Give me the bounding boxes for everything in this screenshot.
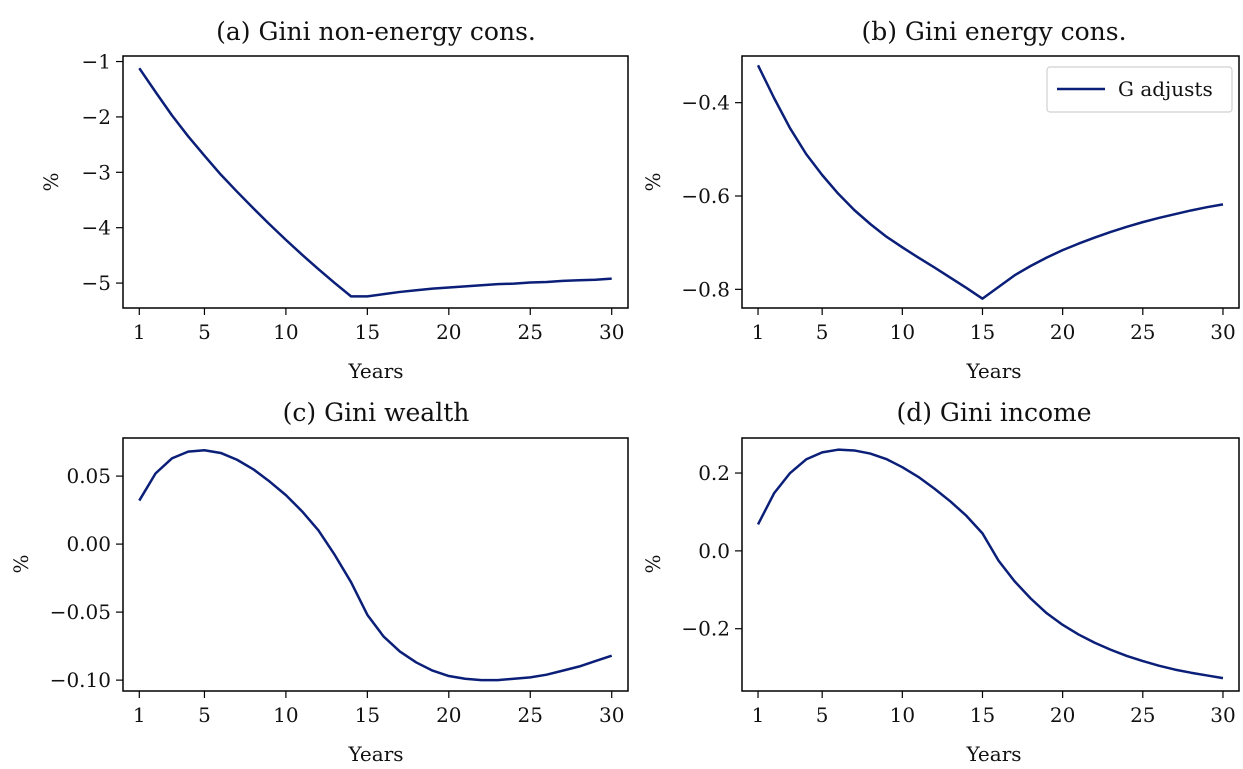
panel-d-y-tick-label: 0.0	[698, 539, 730, 563]
panel-b-y-tick-label: −0.4	[681, 91, 730, 115]
panel-a-y-tick-label: −2	[82, 105, 111, 129]
panel-b-series-line	[756, 64, 1224, 300]
panel-a-x-tick-label: 5	[198, 320, 211, 344]
panel-b-x-tick-label: 15	[970, 320, 995, 344]
legend-label-g-adjusts: G adjusts	[1118, 77, 1213, 101]
panel-b-x-axis: 1 5 10 15 20 25 30	[752, 308, 1236, 344]
panel-c-x-tick-label: 10	[273, 703, 298, 727]
panel-a-frame	[122, 55, 629, 309]
panel-d-y-tick-label: 0.2	[698, 461, 730, 485]
panel-a-x-axis: 1 5 10 15 20 25 30	[133, 308, 624, 344]
panel-a-x-tick-label: 20	[436, 320, 461, 344]
panel-a-y-tick-label: −3	[82, 160, 111, 184]
panel-d-title: (d) Gini income	[896, 398, 1091, 427]
panel-b: (b) Gini energy cons. 1 5 10 15 20 25 30 −0.4−…	[641, 17, 1240, 383]
panel-c-title: (c) Gini wealth	[283, 398, 470, 427]
panel-c-y-tick-label: −0.10	[50, 668, 111, 692]
panel-d-x-tick-label: 10	[890, 703, 915, 727]
panel-b-y-axis: −0.4 −0.6 −0.8	[681, 91, 742, 301]
panel-d-series-line	[756, 448, 1224, 680]
panel-d-frame	[741, 437, 1240, 692]
panel-b-frame	[741, 55, 1240, 309]
panel-a-y-axis-label: %	[39, 172, 63, 191]
panel-a-x-tick-label: 10	[273, 320, 298, 344]
panel-c-y-tick-label: −0.05	[50, 600, 111, 624]
panel-a-title: (a) Gini non-energy cons.	[216, 17, 536, 46]
panel-a-y-tick-label: −1	[82, 50, 111, 74]
panel-d-y-tick-label: −0.2	[681, 617, 730, 641]
panel-c-x-tick-label: 20	[436, 703, 461, 727]
legend: G adjusts	[1046, 66, 1233, 113]
panel-a-x-tick-label: 25	[518, 320, 543, 344]
panel-c-x-tick-label: 15	[355, 703, 380, 727]
panel-b-y-tick-label: −0.8	[681, 277, 730, 301]
panel-c-x-axis-label: Years	[347, 742, 403, 766]
panel-d-x-axis: 1 5 10 15 20 25 30	[752, 691, 1236, 727]
panel-c-x-tick-label: 5	[198, 703, 211, 727]
panel-d: (d) Gini income 1 5 10 15 20 25 30 0.20.0−0.2 …	[641, 398, 1240, 766]
panel-a-y-tick-label: −4	[82, 216, 111, 240]
panel-a-x-tick-label: 1	[133, 320, 146, 344]
panel-c-frame	[122, 437, 629, 692]
panel-a-x-tick-label: 30	[599, 320, 624, 344]
panel-d-x-tick-label: 30	[1210, 703, 1235, 727]
panel-d-x-tick-label: 25	[1130, 703, 1155, 727]
panel-a-series-line	[138, 67, 612, 298]
panel-c-x-tick-label: 25	[518, 703, 543, 727]
panel-d-x-tick-label: 1	[752, 703, 765, 727]
panel-b-y-tick-label: −0.6	[681, 184, 730, 208]
panel-a-y-tick-label: −5	[82, 271, 111, 295]
panel-a: (a) Gini non-energy cons. 1 5 10 15 20 25 30 −…	[39, 17, 629, 383]
panel-b-x-tick-label: 10	[890, 320, 915, 344]
panel-d-x-tick-label: 5	[816, 703, 829, 727]
panel-c-y-tick-label: 0.00	[66, 532, 111, 556]
panel-a-x-axis-label: Years	[347, 359, 403, 383]
panel-b-x-tick-label: 1	[752, 320, 765, 344]
panel-c-x-tick-label: 1	[133, 703, 146, 727]
panel-b-title: (b) Gini energy cons.	[861, 17, 1126, 46]
panel-c-x-tick-label: 30	[599, 703, 624, 727]
legend-box	[1046, 66, 1233, 113]
panel-d-y-axis-label: %	[641, 554, 665, 573]
panel-c: (c) Gini wealth 1 5 10 15 20 25 30 0.050.00−0.…	[9, 398, 629, 766]
panel-b-y-axis-label: %	[641, 172, 665, 191]
panel-b-x-axis-label: Years	[965, 359, 1021, 383]
panel-c-y-axis-label: %	[9, 554, 33, 573]
panel-b-x-tick-label: 5	[816, 320, 829, 344]
panel-b-x-tick-label: 30	[1210, 320, 1235, 344]
panel-c-series-line	[138, 448, 613, 682]
panel-c-y-tick-label: 0.05	[66, 464, 111, 488]
panel-d-y-axis: 0.2 0.0 −0.2	[681, 461, 742, 641]
panel-b-x-tick-label: 25	[1130, 320, 1155, 344]
panel-d-x-axis-label: Years	[965, 742, 1021, 766]
panel-d-x-tick-label: 20	[1050, 703, 1075, 727]
panel-c-x-axis: 1 5 10 15 20 25 30	[133, 691, 624, 727]
panel-c-y-axis: 0.05 0.00 −0.05 −0.10	[50, 464, 123, 692]
panel-a-x-tick-label: 15	[355, 320, 380, 344]
panel-a-y-axis: −1 −2 −3 −4 −5	[82, 50, 123, 295]
panel-d-x-tick-label: 15	[970, 703, 995, 727]
panel-b-x-tick-label: 20	[1050, 320, 1075, 344]
